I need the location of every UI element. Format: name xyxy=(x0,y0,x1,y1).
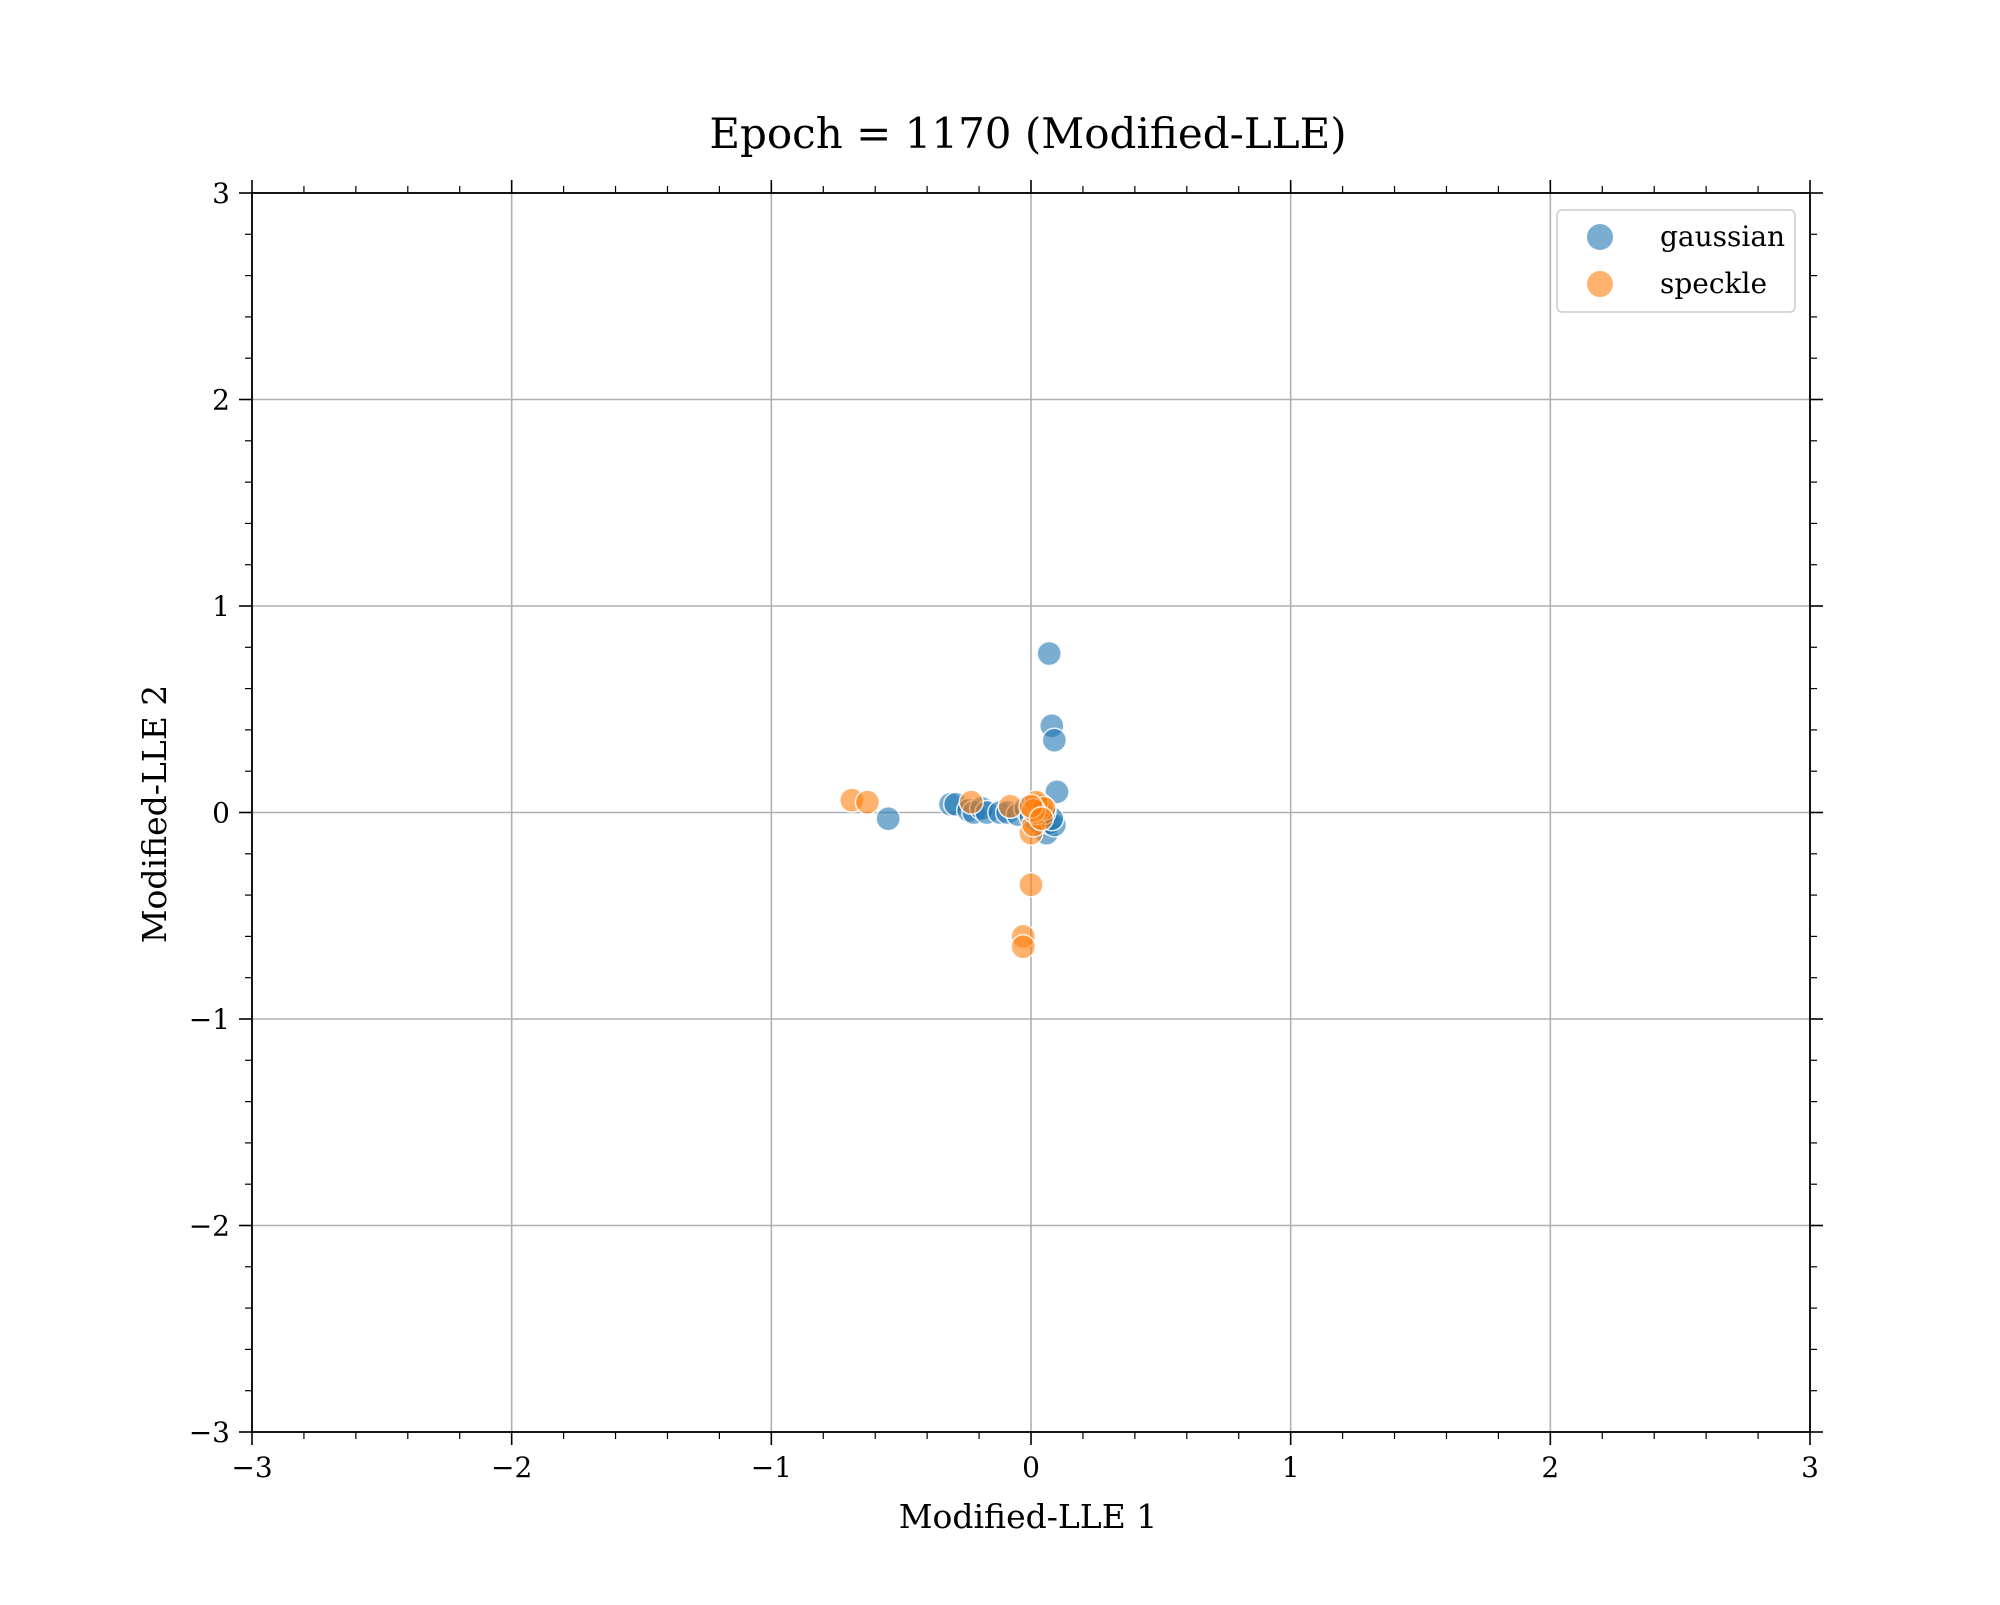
legend-label-gaussian: gaussian xyxy=(1660,220,1785,253)
x-tick-label: 3 xyxy=(1801,1451,1819,1484)
legend: gaussian speckle xyxy=(1556,209,1796,313)
speckle-point xyxy=(958,789,985,815)
speckle-point xyxy=(1018,872,1044,898)
y-tick-label: −2 xyxy=(189,1210,230,1243)
legend-label-speckle: speckle xyxy=(1660,267,1767,300)
legend-marker-speckle xyxy=(1587,271,1613,297)
legend-box xyxy=(1556,209,1796,313)
tick-labels: −3 −2 −1 0 1 2 3 −3 −2 −1 0 1 2 3 xyxy=(189,177,1819,1484)
y-tick-label: 1 xyxy=(212,590,230,623)
y-tick-label: −3 xyxy=(189,1416,230,1449)
gaussian-point xyxy=(875,805,901,832)
x-tick-label: 2 xyxy=(1541,1451,1559,1484)
y-tick-label: 0 xyxy=(212,797,230,830)
x-tick-label: 0 xyxy=(1022,1451,1040,1484)
legend-marker-gaussian xyxy=(1587,224,1613,250)
y-tick-label: 2 xyxy=(212,384,230,417)
y-axis-label: Modified-LLE 2 xyxy=(135,685,174,944)
gaussian-point xyxy=(1036,640,1062,667)
tick-marks xyxy=(239,180,1823,1445)
x-tick-label: 1 xyxy=(1282,1451,1300,1484)
gaussian-point xyxy=(1041,727,1068,753)
speckle-point xyxy=(854,789,881,815)
x-tick-label: −2 xyxy=(491,1451,532,1484)
x-tick-label: −1 xyxy=(751,1451,792,1484)
data-points xyxy=(839,640,1070,960)
x-axis-label: Modified-LLE 1 xyxy=(899,1497,1158,1536)
y-tick-label: 3 xyxy=(212,177,230,210)
speckle-point xyxy=(1010,933,1036,960)
x-tick-label: −3 xyxy=(231,1451,272,1484)
chart-title: Epoch = 1170 (Modified-LLE) xyxy=(709,109,1346,158)
y-tick-label: −1 xyxy=(189,1003,230,1036)
speckle-point xyxy=(1028,805,1055,832)
